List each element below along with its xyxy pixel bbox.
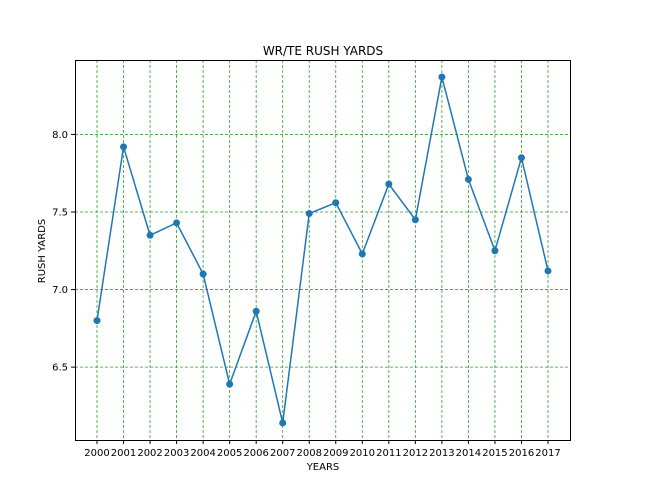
x-tick-label: 2002 <box>137 448 162 459</box>
data-point <box>120 143 128 151</box>
chart-title: WR/TE RUSH YARDS <box>263 44 383 58</box>
x-axis-label: YEARS <box>306 462 340 473</box>
y-tick-label: 7.0 <box>52 285 68 296</box>
series-line <box>96 76 549 424</box>
x-tick-label: 2012 <box>403 448 428 459</box>
x-tick-label: 2003 <box>164 448 189 459</box>
grid-layer <box>75 60 570 440</box>
data-point <box>252 307 260 315</box>
data-point <box>385 180 393 188</box>
x-tick-label: 2005 <box>217 448 242 459</box>
data-point <box>279 419 287 427</box>
data-point <box>173 219 181 227</box>
series-layer <box>93 73 552 427</box>
y-axis-label: RUSH YARDS <box>37 219 48 283</box>
plot-frame <box>75 60 571 441</box>
x-tick-label: 2009 <box>323 448 348 459</box>
data-point <box>544 267 552 275</box>
x-tick-label: 2017 <box>535 448 560 459</box>
data-point <box>93 317 101 325</box>
data-point <box>438 73 446 81</box>
data-point <box>517 154 525 162</box>
x-tick-label: 2008 <box>297 448 322 459</box>
x-tick-label: 2015 <box>482 448 507 459</box>
x-tick-label: 2001 <box>111 448 136 459</box>
data-point <box>332 199 340 207</box>
y-tick-label: 7.5 <box>52 208 68 219</box>
data-point <box>146 231 154 239</box>
x-tick-label: 2004 <box>190 448 215 459</box>
y-tick-label: 6.5 <box>52 363 68 374</box>
x-tick-label: 2000 <box>84 448 109 459</box>
data-point <box>226 380 234 388</box>
data-point <box>411 216 419 224</box>
x-tick-label: 2006 <box>243 448 268 459</box>
data-point <box>464 175 472 183</box>
x-tick-label: 2010 <box>350 448 375 459</box>
axis-layer: 2000 2001 2002 2003 2004 2005 2006 2007 2008 2009… <box>52 130 561 459</box>
data-point <box>199 270 207 278</box>
data-point <box>491 247 499 255</box>
data-point <box>358 250 366 258</box>
data-point <box>305 210 313 218</box>
x-tick-label: 2007 <box>270 448 295 459</box>
x-tick-label: 2016 <box>509 448 534 459</box>
x-tick-label: 2014 <box>456 448 481 459</box>
y-tick-label: 8.0 <box>52 130 68 141</box>
x-tick-label: 2011 <box>376 448 401 459</box>
x-tick-label: 2013 <box>429 448 454 459</box>
